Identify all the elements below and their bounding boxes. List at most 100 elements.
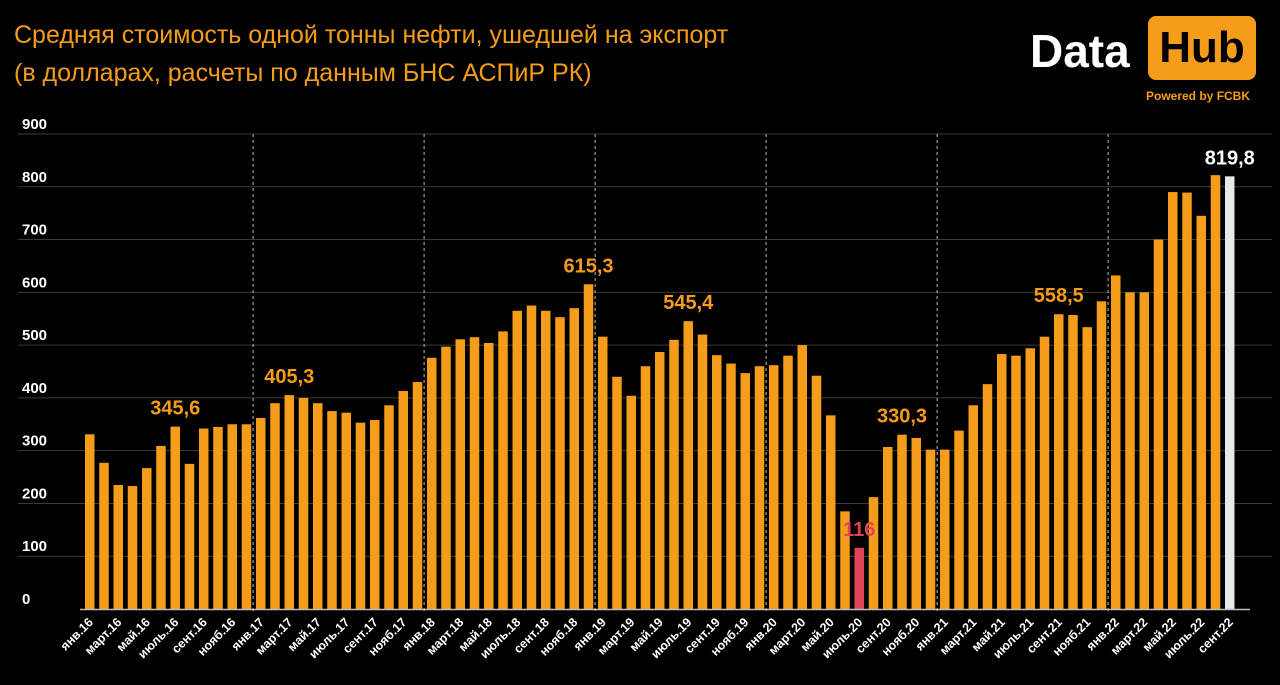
bar <box>997 354 1007 609</box>
bar <box>227 424 237 609</box>
bar <box>1111 275 1121 609</box>
chart-title-line-2: (в долларах, расчеты по данным БНС АСПиР… <box>14 59 592 87</box>
bar <box>355 422 366 609</box>
bar <box>854 547 864 609</box>
bar <box>270 403 280 609</box>
bar <box>1068 315 1078 609</box>
bar <box>498 331 508 609</box>
chart-title-line-1: Средняя стоимость одной тонны нефти, уше… <box>14 21 729 49</box>
y-tick-label: 400 <box>22 380 47 397</box>
bar <box>911 438 921 609</box>
bar <box>697 334 708 609</box>
bar <box>484 343 494 609</box>
data-label: 345,6 <box>150 398 200 420</box>
bar <box>555 317 565 609</box>
y-tick-label: 0 <box>22 591 30 608</box>
data-label: 545,4 <box>663 292 714 314</box>
data-label: 558,5 <box>1034 285 1084 307</box>
bar <box>868 497 879 609</box>
bar <box>940 449 950 609</box>
y-tick-label: 100 <box>22 538 47 555</box>
y-tick-label: 500 <box>22 327 47 344</box>
bar <box>313 403 323 609</box>
bar <box>797 345 807 609</box>
bar <box>583 284 594 609</box>
bar <box>199 428 209 609</box>
bar <box>826 415 836 609</box>
bar <box>1196 215 1206 610</box>
bar <box>398 391 408 609</box>
y-tick-label: 300 <box>22 433 47 450</box>
y-tick-label: 800 <box>22 169 47 186</box>
bar <box>1011 355 1021 609</box>
logo-data-text: Data <box>1030 25 1130 77</box>
data-label: 615,3 <box>563 255 613 277</box>
bar <box>726 363 736 609</box>
datahub-logo: Data Hub Powered by FCBK <box>1030 14 1260 104</box>
bar <box>954 430 964 609</box>
bar <box>99 462 109 609</box>
bar <box>783 355 793 609</box>
bar <box>1025 348 1035 609</box>
bar <box>612 376 622 609</box>
bar <box>1054 314 1064 609</box>
data-label: 405,3 <box>264 366 314 388</box>
data-label: 819,8 <box>1205 147 1255 169</box>
bar <box>1039 336 1050 609</box>
bar <box>85 434 95 609</box>
y-tick-label: 600 <box>22 274 47 291</box>
bar <box>384 405 394 609</box>
bar <box>469 337 480 609</box>
bar <box>512 310 522 609</box>
bar <box>982 384 993 609</box>
bar <box>925 449 936 609</box>
bar <box>883 446 893 609</box>
bar <box>1153 239 1164 610</box>
bar <box>412 382 423 609</box>
bar <box>327 411 337 609</box>
bar <box>655 351 665 609</box>
bar <box>213 426 223 609</box>
bar <box>113 484 123 609</box>
bar <box>127 486 138 609</box>
bar <box>840 511 850 609</box>
bar <box>298 397 309 609</box>
bar <box>569 308 579 609</box>
bar <box>683 321 693 609</box>
data-label: 330,3 <box>877 406 927 428</box>
bar <box>640 366 651 609</box>
bar <box>1096 301 1107 609</box>
bar <box>256 417 266 609</box>
bar <box>1139 292 1149 609</box>
bar <box>341 412 351 609</box>
bar <box>370 420 380 609</box>
bar <box>284 395 294 609</box>
y-tick-label: 900 <box>22 116 47 133</box>
bar <box>1168 192 1178 610</box>
bar <box>897 434 907 609</box>
bar <box>142 468 152 609</box>
chart-title: Средняя стоимость одной тонны нефти, уше… <box>14 16 728 92</box>
bar <box>170 426 180 609</box>
bar <box>1182 192 1192 610</box>
bar <box>1082 327 1092 609</box>
logo-hub-badge: Hub <box>1148 16 1256 80</box>
bar <box>968 405 978 609</box>
bar <box>156 445 166 609</box>
bar <box>1125 292 1135 609</box>
bar <box>598 336 608 609</box>
bar <box>526 305 537 609</box>
logo-powered-by: Powered by FCBK <box>1146 89 1251 103</box>
bar <box>441 346 451 609</box>
bar <box>811 375 822 609</box>
bar <box>184 463 195 609</box>
bar <box>241 424 252 609</box>
bar <box>740 373 750 609</box>
bar <box>712 355 722 609</box>
bar <box>1225 176 1235 610</box>
bar <box>754 366 765 609</box>
bar <box>427 357 437 609</box>
bar <box>1210 175 1221 609</box>
bar <box>455 339 465 609</box>
bar <box>626 395 636 609</box>
